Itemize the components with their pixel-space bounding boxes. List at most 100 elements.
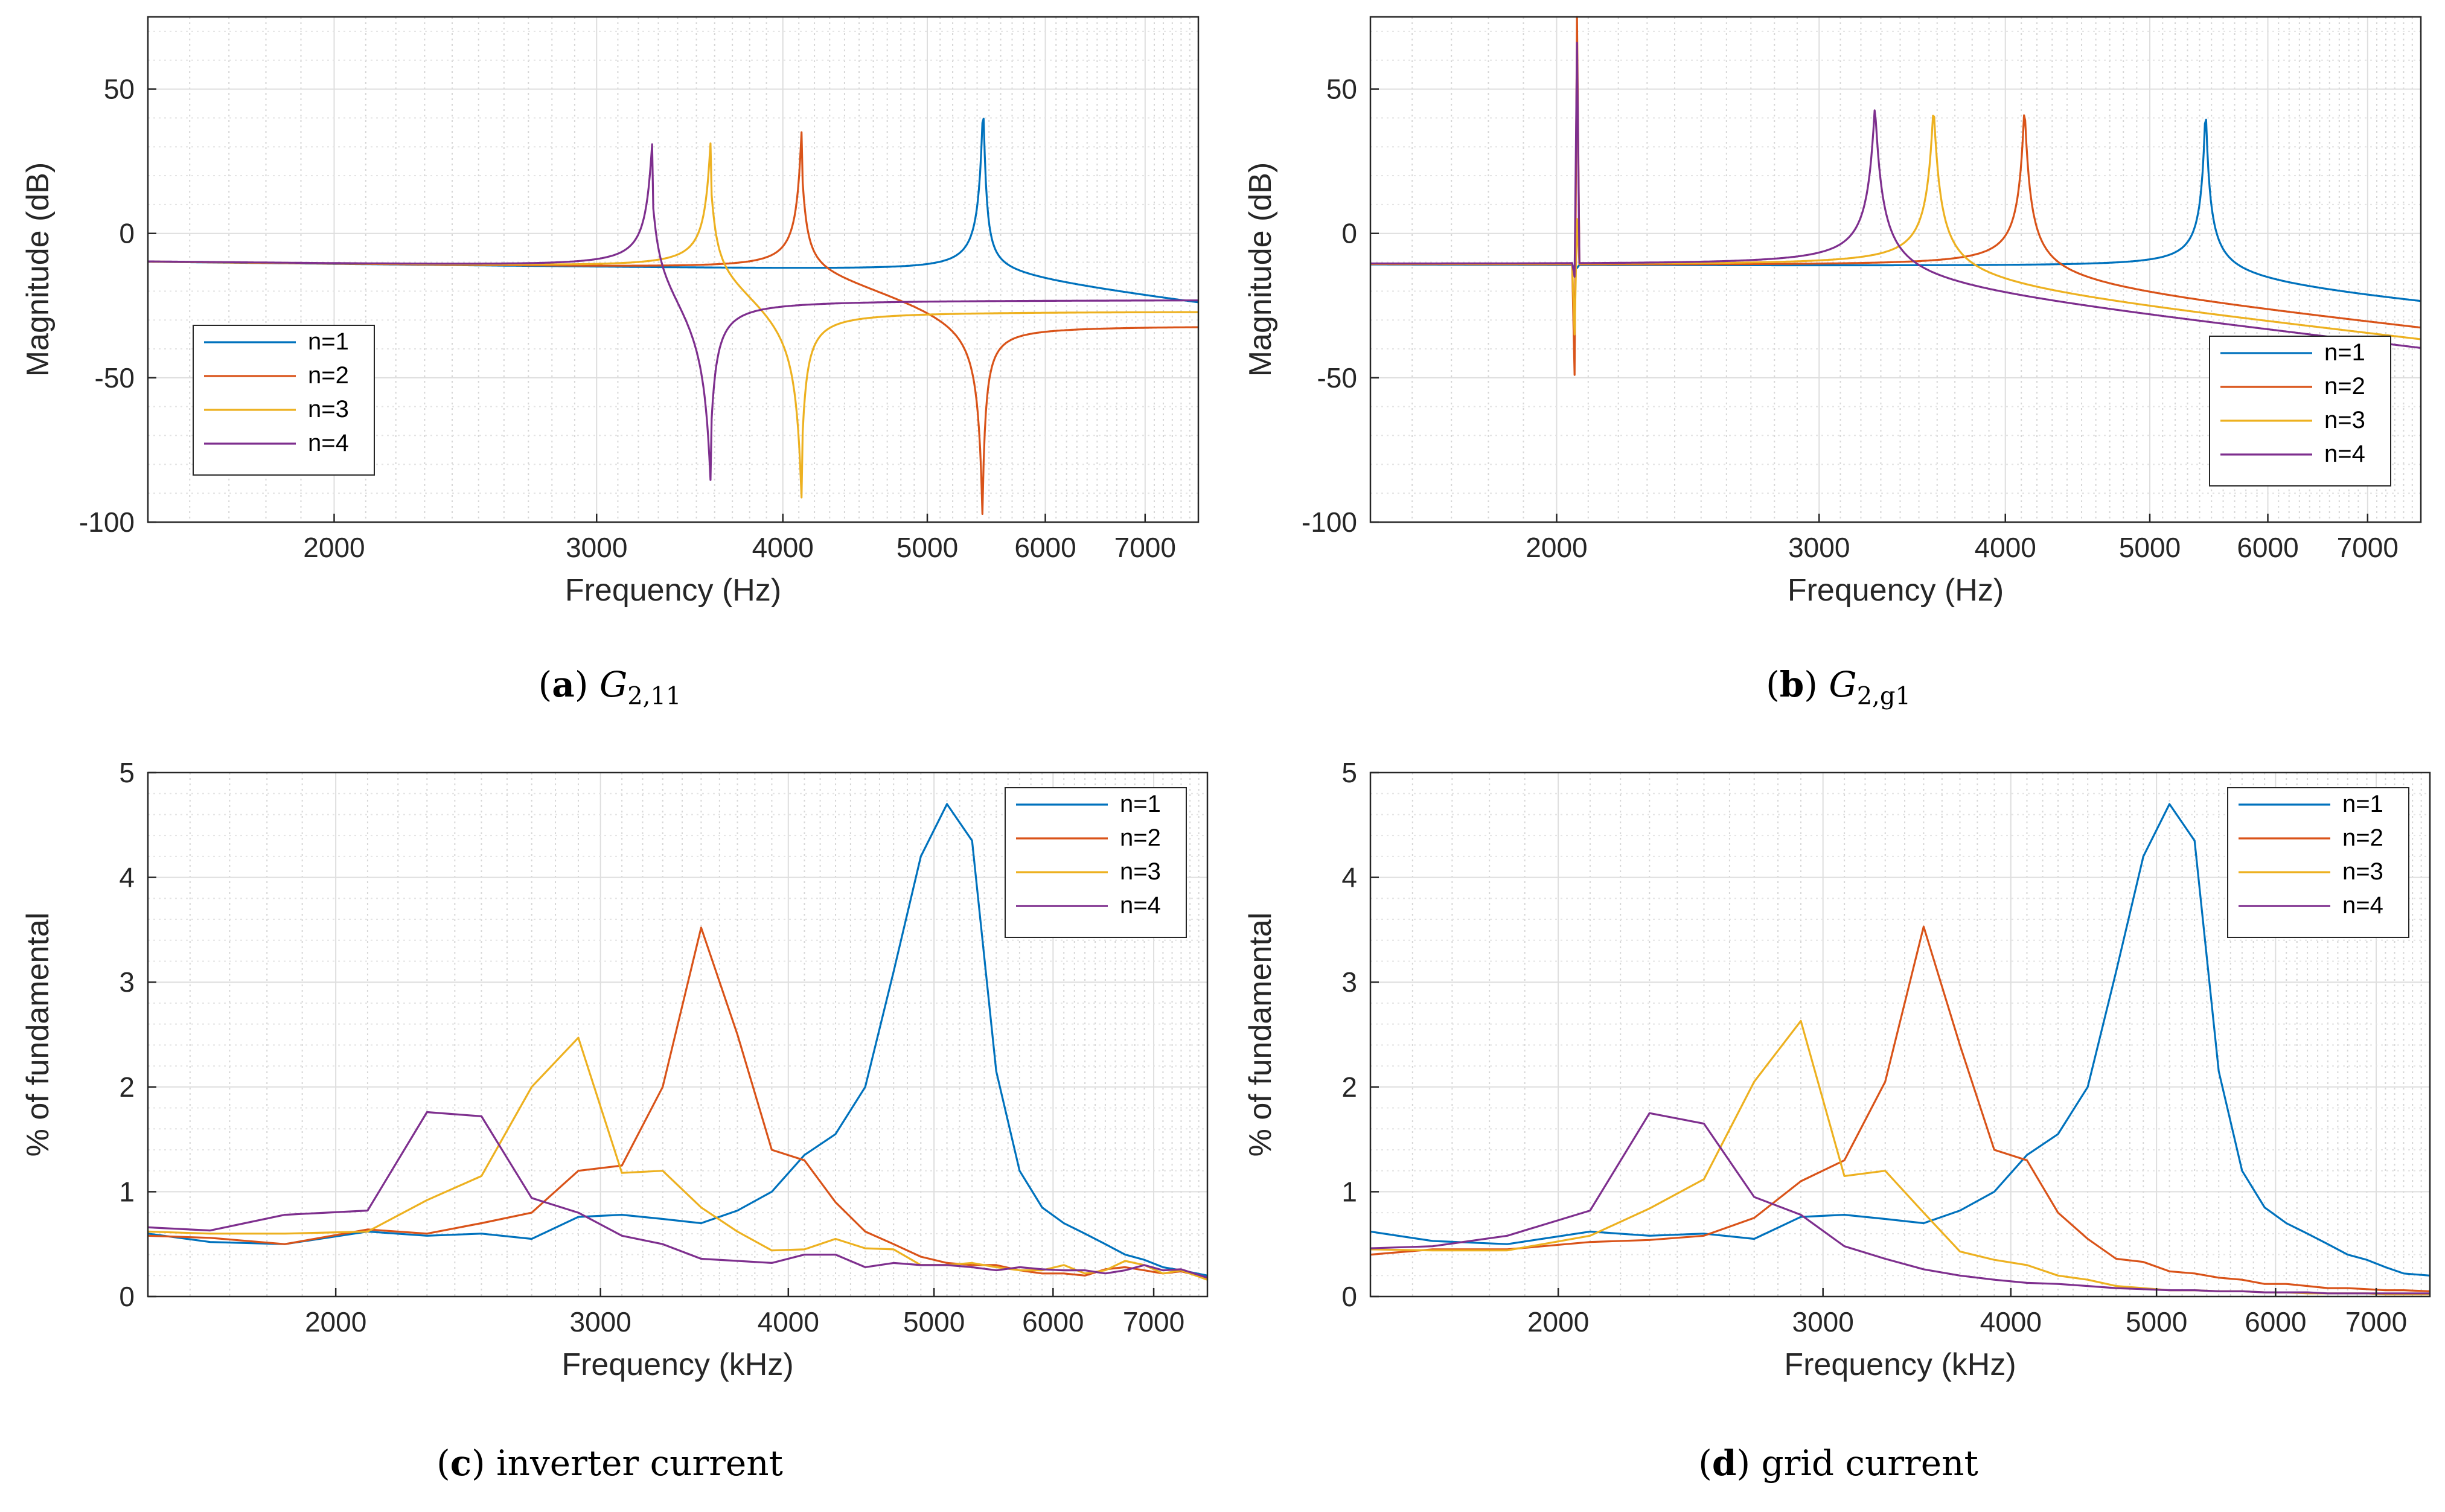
chart-c-y-tick-label: 1 (119, 1176, 135, 1207)
chart-c-axes-box (147, 771, 1209, 1298)
chart-b-x-tick-label: 7000 (2337, 532, 2399, 563)
chart-a-y-tick-label: -100 (79, 506, 135, 538)
chart-d-x-tick-label: 2000 (1527, 1306, 1589, 1338)
chart-a-series-group (148, 117, 1198, 515)
chart-d-y-tick-label: 4 (1341, 862, 1357, 893)
chart-b-legend-label-n=4: n=4 (2324, 441, 2365, 467)
chart-a-legend: n=1 n=2 n=3 n=4 (193, 325, 375, 476)
chart-c-legend-box (1005, 787, 1187, 938)
chart-b-y-tick-label: -100 (1302, 506, 1357, 538)
chart-d-x-tick-label: 4000 (1980, 1306, 2042, 1338)
chart-d-svg: 2000 3000 4000 5000 6000 7000 0 1 2 3 4 5 Frequency … (1243, 757, 2431, 1382)
caption-d-label: d (1712, 1443, 1737, 1484)
chart-d-y-tick-label: 3 (1341, 966, 1357, 998)
chart-b-series-n=4 (1370, 42, 2421, 349)
chart-b-x-axis-label: Frequency (Hz) (1788, 573, 2004, 608)
chart-c-x-tick-label: 6000 (1022, 1306, 1084, 1338)
chart-b-y-tick-label: 0 (1341, 218, 1357, 249)
caption-d-text: grid current (1761, 1443, 1978, 1484)
chart-d-series-n=2 (1370, 925, 2430, 1292)
chart-d-legend-label-n=1: n=1 (2342, 791, 2383, 817)
chart-b-y-axis-label: Magnitude (dB) (1243, 162, 1278, 377)
chart-d-legend-box (2227, 787, 2409, 938)
chart-c-y-tick-label: 3 (119, 966, 135, 998)
chart-c-y-tick-label: 4 (119, 862, 135, 893)
chart-d-x-tick-label: 6000 (2245, 1306, 2306, 1338)
chart-d-legend: n=1 n=2 n=3 n=4 (2227, 787, 2409, 938)
chart-b-svg: 2000 3000 4000 5000 6000 7000 -100 -50 0 50 Freque… (1243, 16, 2422, 608)
chart-c-series-n=1 (148, 803, 1207, 1277)
chart-d-x-axis-label: Frequency (kHz) (1784, 1347, 2016, 1382)
chart-c-y-axis-label: % of fundamental (21, 913, 56, 1157)
chart-d-y-tick-label: 0 (1341, 1281, 1357, 1312)
chart-c-legend-label-n=2: n=2 (1120, 825, 1161, 851)
chart-b-series-group (1370, 16, 2421, 376)
chart-d-x-tick-label: 5000 (2126, 1306, 2187, 1338)
chart-c-x-tick-label: 5000 (903, 1306, 965, 1338)
chart-b-legend-box (2209, 336, 2391, 486)
chart-d-x-tick-label: 3000 (1792, 1306, 1853, 1338)
chart-b-x-tick-label: 4000 (1975, 532, 2036, 563)
chart-d-series-n=4 (1370, 1112, 2430, 1295)
chart-c-legend-label-n=4: n=4 (1120, 892, 1161, 919)
chart-c-x-tick-label: 3000 (569, 1306, 631, 1338)
chart-a-y-tick-label: 0 (119, 218, 135, 249)
chart-d-legend-label-n=3: n=3 (2342, 858, 2383, 885)
caption-d: (d) grid current (1698, 1443, 1978, 1484)
chart-b-y-tick-label: 50 (1326, 74, 1357, 105)
chart-b-legend-label-n=2: n=2 (2324, 373, 2365, 400)
chart-panel-b: 2000 3000 4000 5000 6000 7000 -100 -50 0 50 Freque… (1222, 0, 2445, 664)
chart-d-legend-label-n=2: n=2 (2342, 825, 2383, 851)
chart-b-axes-box (1369, 16, 2422, 523)
chart-d-legend-label-n=4: n=4 (2342, 892, 2383, 919)
chart-panel-c: 2000 3000 4000 5000 6000 7000 0 1 2 3 4 5 Frequency … (0, 742, 1222, 1406)
caption-a-symbol: G (599, 664, 628, 705)
caption-a-sub: 2,11 (627, 682, 682, 710)
chart-a-axes-box (147, 16, 1200, 523)
chart-a-x-tick-label: 6000 (1014, 532, 1076, 563)
chart-d-x-tick-label: 7000 (2345, 1306, 2407, 1338)
chart-a-y-tick-label: -50 (95, 362, 135, 394)
chart-a-x-tick-label: 3000 (566, 532, 627, 563)
chart-a-y-tick-label: 50 (104, 74, 135, 105)
chart-d-series-group (1370, 803, 2430, 1296)
caption-c-label: c (450, 1443, 472, 1484)
chart-c-legend: n=1 n=2 n=3 n=4 (1005, 787, 1187, 938)
chart-c-x-axis-label: Frequency (kHz) (561, 1347, 793, 1382)
chart-c-x-tick-label: 7000 (1123, 1306, 1184, 1338)
caption-b-symbol: G (1829, 664, 1857, 705)
chart-c-legend-label-n=1: n=1 (1120, 791, 1161, 817)
caption-b: (b) G2,g1 (1766, 664, 1911, 710)
chart-c-series-n=3 (148, 1036, 1207, 1281)
caption-c: (c) inverter current (436, 1443, 783, 1484)
caption-b-sub: 2,g1 (1856, 682, 1911, 710)
chart-d-y-tick-label: 2 (1341, 1071, 1357, 1103)
chart-a-legend-label-n=2: n=2 (308, 362, 349, 389)
chart-b-legend-label-n=3: n=3 (2324, 407, 2365, 433)
chart-a-x-tick-label: 4000 (752, 532, 814, 563)
chart-d-grid (1370, 772, 2430, 1297)
caption-a: (a) G2,11 (538, 664, 682, 710)
caption-b-label: b (1779, 664, 1804, 705)
chart-a-x-tick-label: 7000 (1114, 532, 1176, 563)
chart-a-svg: 2000 3000 4000 5000 6000 7000 -100 -50 0 50 Freque… (21, 16, 1200, 608)
chart-b-x-tick-label: 5000 (2119, 532, 2181, 563)
chart-d-axes-box (1369, 771, 2431, 1298)
chart-a-legend-label-n=4: n=4 (308, 430, 349, 456)
chart-c-legend-label-n=3: n=3 (1120, 858, 1161, 885)
chart-panel-d: 2000 3000 4000 5000 6000 7000 0 1 2 3 4 5 Frequency … (1222, 742, 2445, 1406)
chart-c-series-n=4 (148, 1111, 1207, 1279)
chart-a-x-axis-label: Frequency (Hz) (565, 573, 781, 608)
chart-c-series-group (148, 803, 1207, 1281)
chart-a-legend-label-n=3: n=3 (308, 396, 349, 423)
caption-c-text: inverter current (496, 1443, 783, 1484)
chart-a-legend-label-n=1: n=1 (308, 328, 349, 355)
chart-c-svg: 2000 3000 4000 5000 6000 7000 0 1 2 3 4 5 Frequency … (21, 757, 1209, 1382)
chart-d-series-n=1 (1370, 803, 2430, 1277)
chart-c-y-tick-label: 0 (119, 1281, 135, 1312)
chart-a-y-axis-label: Magnitude (dB) (21, 162, 56, 377)
chart-d-y-tick-label: 1 (1341, 1176, 1357, 1207)
chart-b-legend-label-n=1: n=1 (2324, 339, 2365, 366)
chart-a-legend-box (193, 325, 375, 476)
chart-b-x-tick-label: 3000 (1788, 532, 1850, 563)
